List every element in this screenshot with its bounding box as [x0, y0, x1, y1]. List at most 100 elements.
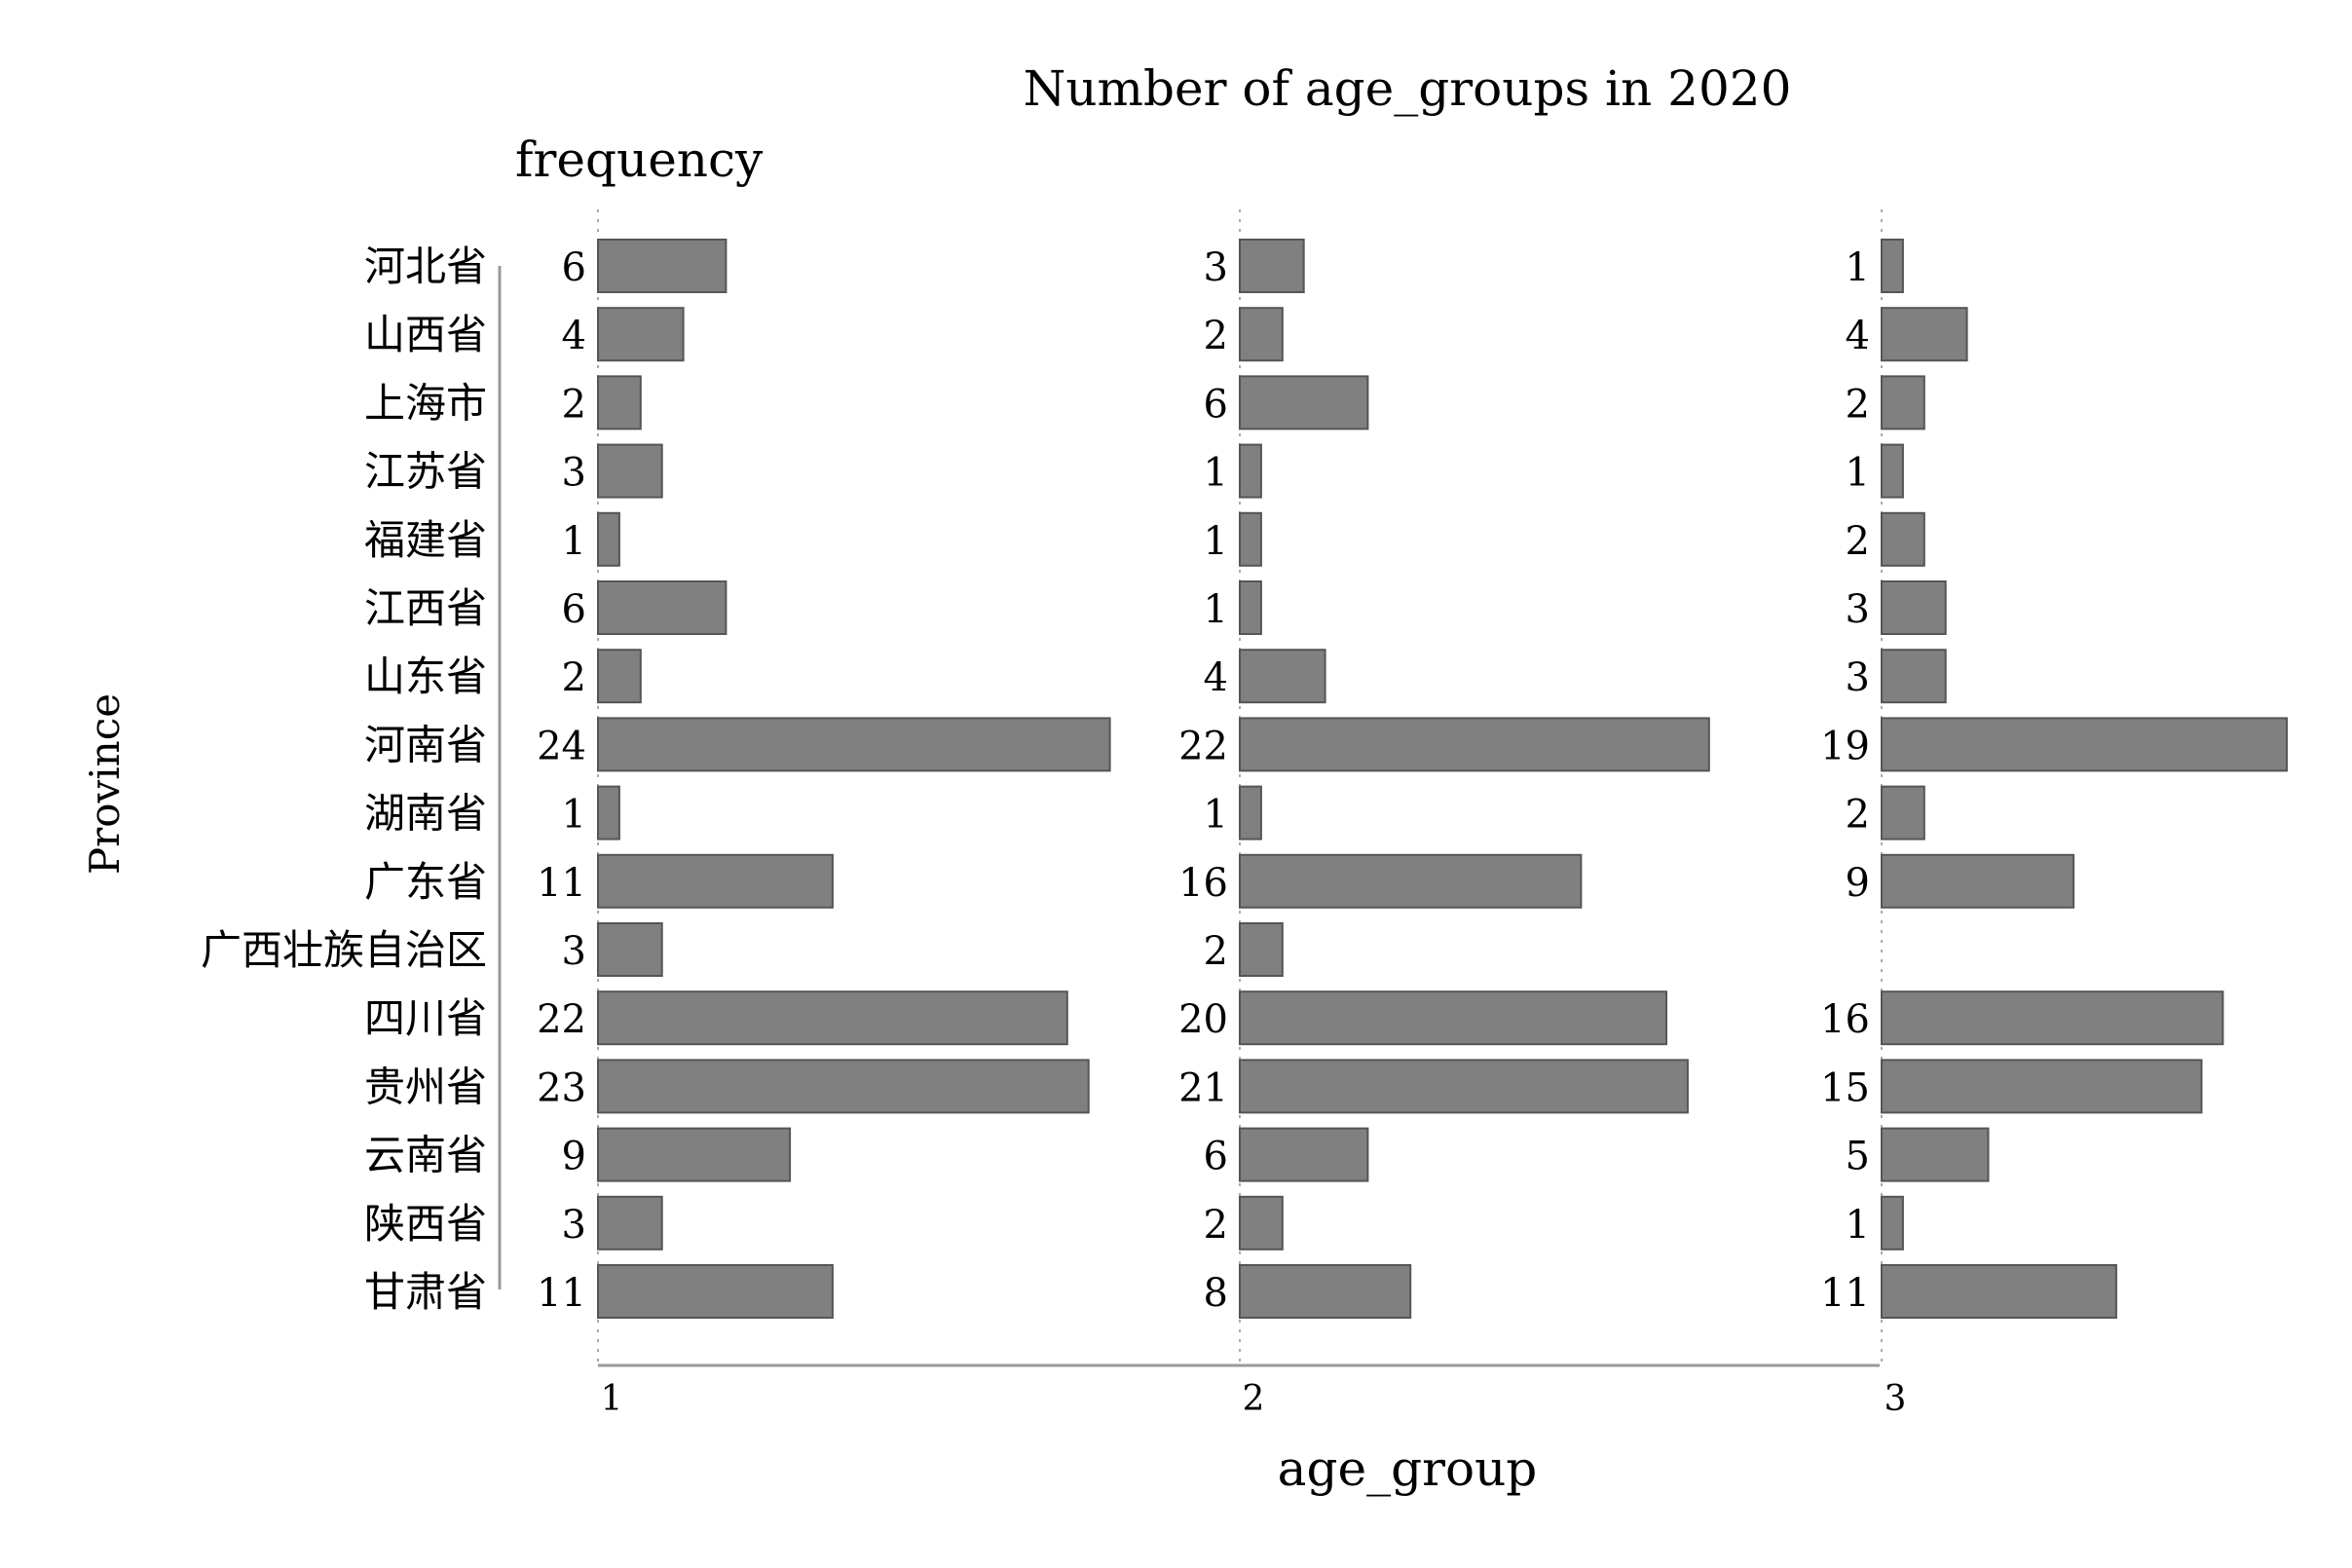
- data-label: 9: [562, 1135, 586, 1179]
- category-label: 河北省: [364, 243, 487, 290]
- data-label: 1: [1846, 245, 1870, 290]
- bar: [1239, 1195, 1284, 1251]
- data-label: 3: [562, 1203, 586, 1248]
- category-label: 山东省: [364, 653, 487, 700]
- data-label: 5: [1846, 1135, 1870, 1179]
- data-label: 19: [1820, 724, 1870, 768]
- category-labels: 河北省山西省上海市江苏省福建省江西省山东省河南省湖南省广东省广西壮族自治区四川省…: [201, 243, 487, 1316]
- category-label: 湖南省: [364, 790, 487, 838]
- data-label: 20: [1178, 997, 1228, 1042]
- panels: 1642316224111322239311232611142211622021…: [537, 209, 2289, 1419]
- category-label: 贵州省: [364, 1063, 487, 1110]
- category-label: 甘肃省: [364, 1268, 487, 1316]
- bar: [597, 307, 685, 362]
- value-axis-label: frequency: [515, 131, 764, 188]
- bar: [597, 785, 620, 840]
- category-label: 广东省: [364, 858, 487, 906]
- bar: [597, 375, 642, 430]
- data-label: 3: [1204, 245, 1228, 290]
- bar: [597, 1127, 792, 1182]
- category-label: 云南省: [364, 1132, 487, 1179]
- data-label: 9: [1846, 861, 1870, 906]
- data-label: 11: [537, 1271, 586, 1316]
- bar: [1239, 1127, 1369, 1182]
- data-label: 1: [562, 793, 586, 838]
- bar: [1239, 580, 1262, 635]
- data-label: 1: [1204, 587, 1228, 632]
- bar: [597, 922, 663, 977]
- bar: [1239, 922, 1284, 977]
- category-label: 山西省: [364, 311, 487, 358]
- bar: [597, 990, 1068, 1046]
- bar: [1881, 785, 1925, 840]
- bar: [1881, 853, 2075, 909]
- bar: [1239, 1264, 1412, 1319]
- data-label: 1: [1204, 793, 1228, 838]
- bar: [1881, 1195, 1904, 1251]
- bar: [1881, 239, 1904, 293]
- bar: [597, 580, 728, 635]
- data-label: 11: [537, 861, 586, 906]
- bar: [1881, 580, 1947, 635]
- category-label: 江苏省: [364, 448, 487, 496]
- data-label: 1: [562, 519, 586, 564]
- category-label: 河南省: [364, 721, 487, 768]
- data-label: 2: [1846, 519, 1870, 564]
- bar: [1239, 717, 1710, 772]
- data-label: 3: [1846, 655, 1870, 700]
- data-label: 11: [1820, 1271, 1870, 1316]
- bar: [597, 443, 663, 499]
- data-label: 6: [562, 245, 586, 290]
- data-label: 8: [1204, 1271, 1228, 1316]
- data-label: 2: [1846, 793, 1870, 838]
- bar: [1881, 990, 2224, 1046]
- x-axis-title: age_group: [1278, 1440, 1538, 1497]
- data-label: 2: [562, 655, 586, 700]
- data-label: 3: [562, 929, 586, 974]
- bar: [1881, 717, 2289, 772]
- bar: [1881, 1264, 2117, 1319]
- bar: [1881, 375, 1925, 430]
- data-label: 22: [537, 997, 586, 1042]
- bar: [1239, 853, 1583, 909]
- data-label: 16: [1178, 861, 1228, 906]
- data-label: 6: [1204, 382, 1228, 427]
- bar: [1239, 1059, 1689, 1114]
- bar: [1881, 307, 1968, 362]
- data-label: 6: [1204, 1135, 1228, 1179]
- bar: [1881, 1059, 2203, 1114]
- data-label: 1: [1204, 451, 1228, 496]
- y-axis-title: Province: [81, 693, 129, 875]
- bar: [597, 511, 620, 567]
- bar: [1239, 443, 1262, 499]
- data-label: 2: [562, 382, 586, 427]
- x-tick-label: 3: [1885, 1379, 1907, 1419]
- data-label: 15: [1820, 1065, 1870, 1110]
- bar: [1239, 239, 1305, 293]
- data-label: 3: [562, 451, 586, 496]
- category-label: 四川省: [364, 994, 487, 1042]
- data-label: 6: [562, 587, 586, 632]
- data-label: 2: [1204, 314, 1228, 358]
- data-label: 4: [562, 314, 586, 358]
- data-label: 2: [1846, 382, 1870, 427]
- data-label: 24: [537, 724, 586, 768]
- x-tick-label: 1: [601, 1379, 623, 1419]
- bar: [597, 649, 642, 704]
- bar: [1881, 1127, 1990, 1182]
- bar: [1239, 649, 1326, 704]
- data-label: 1: [1204, 519, 1228, 564]
- bar: [597, 1264, 834, 1319]
- category-label: 陕西省: [364, 1200, 487, 1248]
- bar: [1881, 511, 1925, 567]
- data-label: 1: [1846, 451, 1870, 496]
- bar: [1239, 990, 1667, 1046]
- bar: [1239, 307, 1284, 362]
- data-label: 4: [1204, 655, 1228, 700]
- bar: [597, 1195, 663, 1251]
- data-label: 2: [1204, 929, 1228, 974]
- category-label: 福建省: [364, 516, 487, 564]
- data-label: 1: [1846, 1203, 1870, 1248]
- data-label: 21: [1178, 1065, 1228, 1110]
